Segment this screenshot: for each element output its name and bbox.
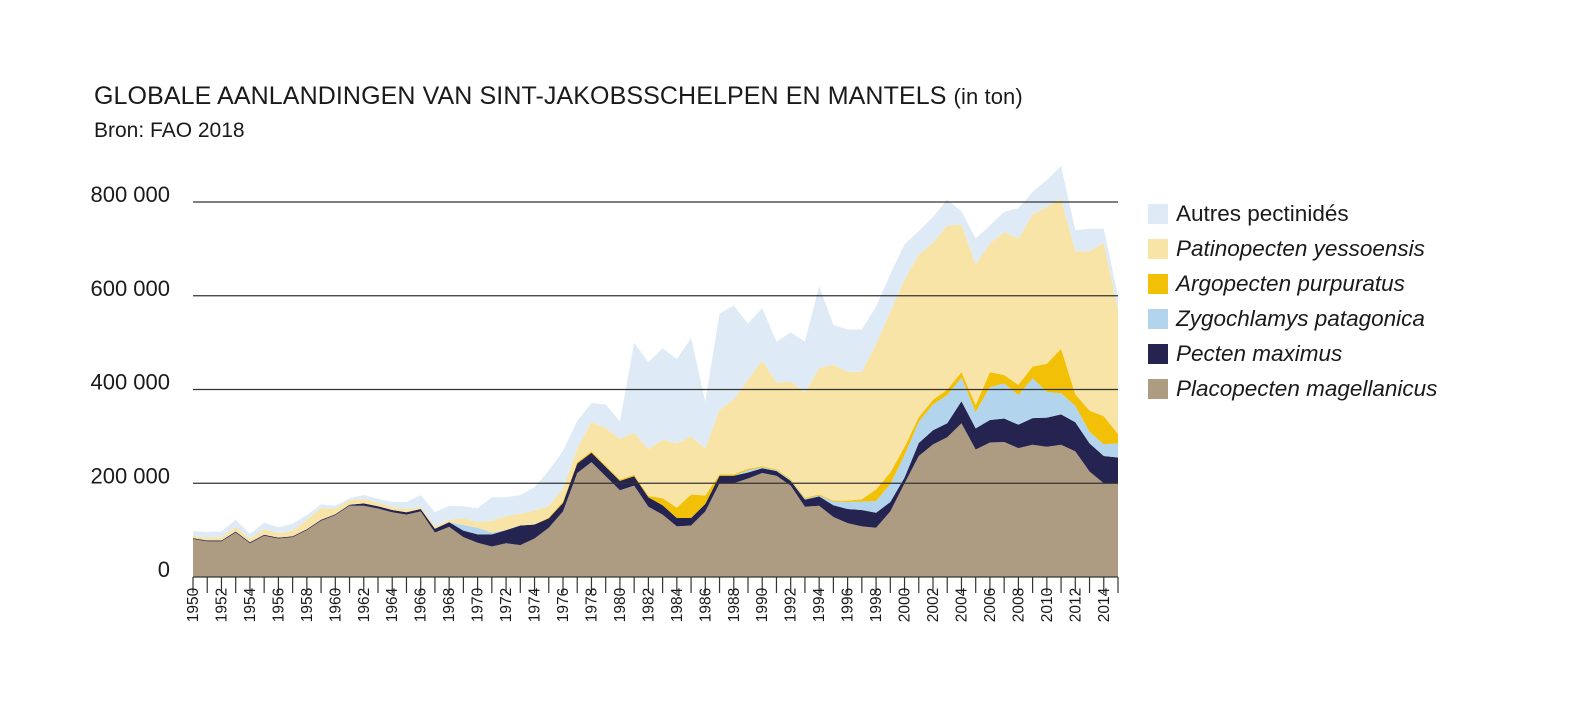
x-tick-label: 1974 (527, 587, 544, 622)
legend-item-autres-pectinides: Autres pectinidés (1148, 196, 1437, 231)
x-tick-label: 2012 (1067, 588, 1084, 622)
x-tick-label: 1962 (356, 588, 373, 622)
x-tick-label: 2014 (1096, 587, 1113, 622)
legend-label: Pecten maximus (1176, 340, 1343, 366)
x-tick-label: 1960 (327, 587, 344, 622)
x-tick-label: 2008 (1010, 588, 1027, 622)
legend: Autres pectinidés Patinopecten yessoensis… (1148, 196, 1437, 406)
x-tick-label: 1988 (726, 588, 743, 622)
series-areas (193, 165, 1118, 577)
x-tick-label: 1994 (811, 587, 828, 622)
series-area-zygochlamys-patagonica (193, 377, 1118, 543)
x-tick-label: 2002 (925, 588, 942, 622)
x-tick-label: 1976 (555, 588, 572, 622)
legend-swatch (1148, 343, 1168, 364)
y-tick-label: 0 (158, 557, 170, 582)
chart-source: Bron: FAO 2018 (94, 119, 245, 142)
legend-label: Argopecten purpuratus (1176, 270, 1405, 296)
x-tick-label: 2004 (953, 587, 970, 622)
title-block: GLOBALE AANLANDINGEN VAN SINT-JAKOBSSCHE… (94, 82, 1023, 143)
x-tick-label: 2000 (897, 587, 914, 622)
legend-swatch (1148, 273, 1168, 294)
legend-item-zygochlamys-patagonica: Zygochlamys patagonica (1148, 301, 1437, 336)
legend-swatch (1148, 238, 1168, 259)
x-tick-label: 1992 (783, 588, 800, 622)
x-tick-label: 1950 (185, 587, 202, 622)
legend-label: Placopecten magellanicus (1176, 375, 1438, 401)
legend-label: Patinopecten yessoensis (1176, 235, 1425, 261)
x-tick-label: 1964 (384, 587, 401, 622)
x-tick-label: 1954 (242, 587, 259, 622)
x-tick-label: 1984 (669, 587, 686, 622)
y-tick-label: 400 000 (90, 370, 170, 395)
series-area-pecten-maximus (193, 401, 1118, 547)
x-tick-label: 1986 (697, 588, 714, 622)
x-tick-label: 1958 (299, 588, 316, 622)
legend-swatch (1148, 308, 1168, 329)
x-axis: 1950 1952 1954 1956 1958 1960 1962 1964 1966 1968… (185, 576, 1119, 622)
y-axis: 0 200 000 400 000 600 000 800 000 (90, 182, 170, 582)
legend-label: Zygochlamys patagonica (1176, 305, 1425, 331)
x-tick-label: 1980 (612, 587, 629, 622)
chart-title: GLOBALE AANLANDINGEN VAN SINT-JAKOBSSCHE… (94, 82, 1023, 111)
x-tick-label: 1996 (840, 588, 857, 622)
x-tick-label: 1970 (470, 587, 487, 622)
gridlines (193, 201, 1118, 484)
x-tick-label: 1972 (498, 588, 515, 622)
chart-title-unit: (in ton) (953, 84, 1023, 109)
y-tick-label: 600 000 (90, 276, 170, 301)
series-area-autres-pectinides (193, 165, 1118, 539)
x-tick-label: 1952 (213, 588, 230, 622)
y-tick-label: 200 000 (90, 463, 170, 488)
series-area-placopecten-magellanicus (193, 423, 1118, 577)
y-tick-label: 800 000 (90, 182, 170, 207)
legend-item-pecten-maximus: Pecten maximus (1148, 336, 1437, 371)
x-tick-label: 1982 (640, 588, 657, 622)
legend-item-argopecten-purpuratus: Argopecten purpuratus (1148, 266, 1437, 301)
legend-item-patinopecten-yessoensis: Patinopecten yessoensis (1148, 231, 1437, 266)
legend-swatch (1148, 203, 1168, 224)
x-tick-label: 1968 (441, 588, 458, 622)
x-tick-label: 1956 (270, 588, 287, 622)
x-tick-label: 2010 (1039, 587, 1056, 622)
x-tick-label: 1978 (583, 588, 600, 622)
x-tick-label: 1966 (413, 588, 430, 622)
x-tick-label: 1990 (754, 587, 771, 622)
legend-item-placopecten-magellanicus: Placopecten magellanicus (1148, 371, 1437, 406)
series-area-patinopecten-yessoensis (193, 198, 1118, 543)
x-tick-label: 2006 (982, 588, 999, 622)
x-tick-label: 1998 (868, 588, 885, 622)
legend-swatch (1148, 378, 1168, 399)
chart-title-main: GLOBALE AANLANDINGEN VAN SINT-JAKOBSSCHE… (94, 82, 947, 110)
legend-label: Autres pectinidés (1176, 200, 1349, 226)
